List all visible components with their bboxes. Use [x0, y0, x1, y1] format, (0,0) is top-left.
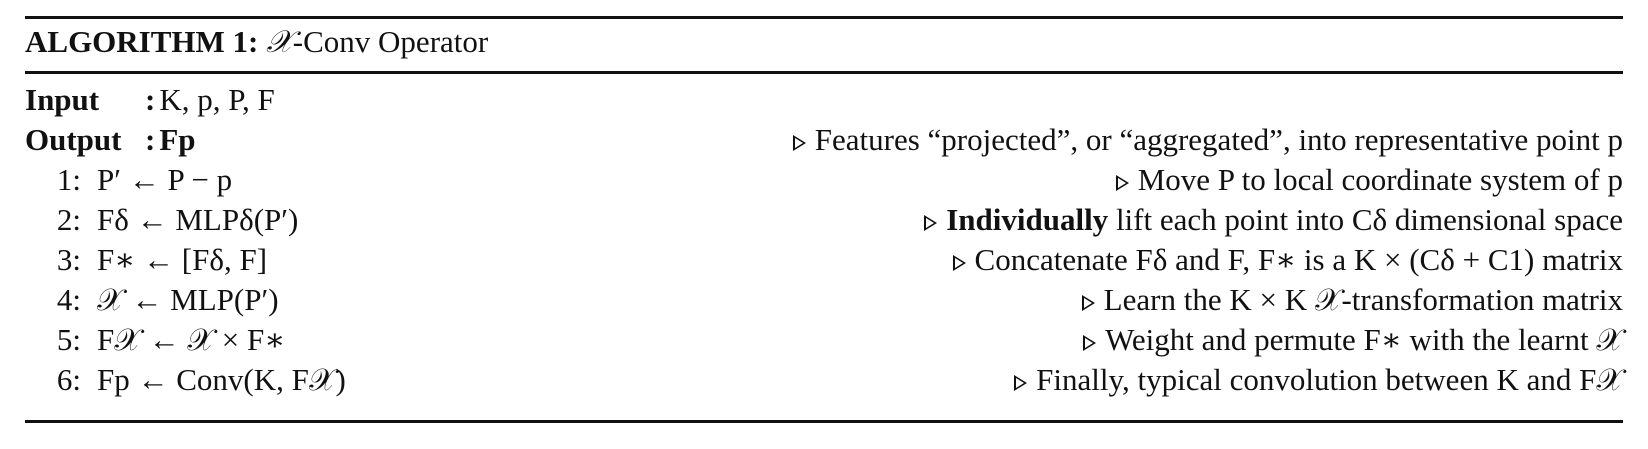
step-statement: Fδ ← MLPδ(P′)	[97, 202, 299, 237]
comment-triangle-icon	[952, 255, 966, 271]
algorithm-title: ALGORITHM 1: 𝒳-Conv Operator	[25, 19, 1623, 65]
comment-triangle-icon	[792, 135, 806, 151]
step-comment: Move P to local coordinate system of p	[1137, 162, 1623, 197]
step-line-1: 1: P′ ← P − p Move P to local coordinate…	[25, 160, 1623, 200]
algorithm-body: Input : K, p, P, F Output : Fp Features …	[25, 74, 1623, 400]
algorithm-title-prefix: ALGORITHM 1:	[25, 24, 259, 59]
step-line-3: 3: F∗ ← [Fδ, F] Concatenate Fδ and F, F∗…	[25, 240, 1623, 280]
algorithm-title-suffix: -Conv Operator	[292, 24, 489, 59]
output-colon: :	[145, 122, 156, 157]
step-number: 3:	[56, 242, 81, 277]
input-value: K, p, P, F	[159, 82, 275, 117]
step-number: 2:	[56, 202, 81, 237]
step-comment-emphasis: Individually	[946, 202, 1109, 237]
step-statement: 𝒳 ← MLP(P′)	[97, 282, 279, 317]
output-line: Output : Fp Features “projected”, or “ag…	[25, 120, 1623, 160]
output-label: Output	[25, 122, 122, 157]
comment-triangle-icon	[1081, 295, 1095, 311]
step-comment: lift each point into Cδ dimensional spac…	[1115, 202, 1623, 237]
algorithm-title-symbol: 𝒳	[266, 24, 293, 60]
step-statement: P′ ← P − p	[97, 162, 233, 197]
output-comment: Features “projected”, or “aggregated”, i…	[814, 122, 1623, 157]
top-rule	[25, 16, 1623, 19]
step-number: 5:	[56, 322, 81, 357]
step-statement: F𝒳 ← 𝒳 × F∗	[97, 322, 286, 357]
step-line-6: 6: Fp ← Conv(K, F𝒳) Finally, typical con…	[25, 360, 1623, 400]
step-statement: F∗ ← [Fδ, F]	[97, 242, 268, 277]
bottom-rule	[25, 420, 1623, 423]
step-line-4: 4: 𝒳 ← MLP(P′) Learn the K × K 𝒳-transfo…	[25, 280, 1623, 320]
comment-triangle-icon	[1083, 335, 1097, 351]
comment-triangle-icon	[924, 215, 938, 231]
step-line-2: 2: Fδ ← MLPδ(P′) Individually lift each …	[25, 200, 1623, 240]
step-comment: Concatenate Fδ and F, F∗ is a K × (Cδ + …	[974, 242, 1623, 277]
step-number: 6:	[56, 362, 81, 397]
input-colon: :	[145, 82, 156, 117]
step-line-5: 5: F𝒳 ← 𝒳 × F∗ Weight and permute F∗ wit…	[25, 320, 1623, 360]
step-number: 1:	[56, 162, 81, 197]
output-value: Fp	[159, 122, 196, 157]
input-label: Input	[25, 82, 100, 117]
comment-triangle-icon	[1014, 375, 1028, 391]
step-comment: Learn the K × K 𝒳-transformation matrix	[1103, 282, 1623, 317]
step-comment: Weight and permute F∗ with the learnt 𝒳	[1105, 322, 1623, 357]
comment-triangle-icon	[1115, 175, 1129, 191]
step-statement: Fp ← Conv(K, F𝒳)	[97, 362, 346, 397]
input-line: Input : K, p, P, F	[25, 80, 1623, 120]
step-number: 4:	[56, 282, 81, 317]
algorithm-box: ALGORITHM 1: 𝒳-Conv Operator Input : K, …	[25, 16, 1623, 423]
header-rule	[25, 71, 1623, 74]
step-comment: Finally, typical convolution between K a…	[1036, 362, 1623, 397]
